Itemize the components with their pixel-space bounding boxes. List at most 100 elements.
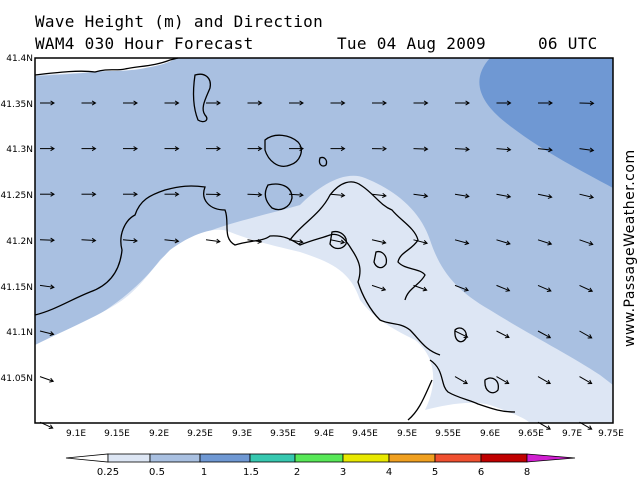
direction-arrow-head [546, 425, 551, 430]
direction-arrow [371, 193, 386, 197]
direction-arrow [454, 330, 468, 338]
colorbar-label: 8 [524, 467, 530, 478]
direction-arrow [579, 376, 592, 384]
lon-label: 9.1E [66, 429, 86, 439]
direction-arrow [288, 193, 304, 196]
lat-label: 41.15N [1, 283, 34, 293]
colorbar-swatch [342, 453, 390, 463]
direction-arrow-head [257, 238, 263, 244]
direction-arrow [39, 330, 54, 335]
direction-arrow-head [506, 193, 512, 199]
direction-arrow [413, 193, 428, 197]
direction-arrow [330, 239, 345, 244]
direction-arrow-head [463, 333, 469, 339]
colorbar-right-arrow [526, 453, 576, 463]
direction-arrow [288, 239, 303, 243]
direction-arrow [579, 421, 592, 430]
lat-axis: 41.4N 41.35N 41.3N 41.25N 41.2N 41.15N 4… [1, 54, 34, 384]
lon-label: 9.4E [314, 429, 334, 439]
direction-arrow [39, 284, 54, 288]
colorbar-swatch [434, 453, 482, 463]
direction-arrow [537, 239, 552, 245]
direction-arrow [413, 284, 427, 291]
colorbar-label: 5 [432, 467, 438, 478]
direction-arrow-head [340, 239, 346, 245]
land-sardinia [35, 229, 530, 423]
direction-arrow-head [50, 146, 55, 152]
direction-arrow [39, 421, 53, 429]
colorbar-swatch [480, 453, 528, 463]
watermark: www.PassageWeather.com [622, 149, 638, 347]
direction-arrow-head [216, 238, 221, 244]
lon-label: 9.25E [187, 429, 213, 439]
direction-arrow [496, 330, 510, 338]
colorbar-label: 0.25 [97, 467, 119, 478]
direction-arrow [205, 239, 220, 243]
lon-label: 9.75E [598, 429, 624, 439]
lon-label: 9.35E [270, 429, 296, 439]
direction-arrow-head [463, 379, 468, 385]
direction-arrow-head [587, 425, 593, 430]
direction-arrow-head [381, 239, 387, 245]
direction-arrow-head [504, 333, 510, 339]
colorbar-label: 6 [478, 467, 484, 478]
direction-arrow-head [381, 286, 387, 292]
direction-arrow [454, 239, 469, 245]
direction-arrow-head [174, 146, 180, 152]
direction-arrow-head [133, 191, 138, 197]
direction-arrow-head [382, 100, 387, 106]
colorbar-label: 4 [386, 467, 392, 478]
direction-arrow [537, 284, 552, 292]
direction-arrow-head [91, 191, 97, 197]
lon-label: 9.15E [104, 429, 130, 439]
direction-arrow-head [504, 379, 510, 385]
lat-label: 41.05N [1, 374, 34, 384]
direction-arrow-head [299, 146, 304, 152]
direction-arrow-head [588, 287, 594, 293]
direction-arrow-head [422, 286, 428, 292]
direction-arrow [537, 421, 551, 430]
direction-arrow-head [548, 100, 553, 106]
direction-arrow-head [547, 240, 553, 246]
direction-arrow-head [299, 100, 304, 106]
direction-arrow-head [423, 193, 429, 199]
direction-arrow-head [298, 239, 304, 245]
direction-arrow-head [49, 284, 55, 290]
direction-arrow-head [340, 146, 346, 152]
colorbar: 0.25 0.5 1 1.5 2 3 4 5 6 8 [65, 453, 576, 478]
direction-arrow [579, 148, 594, 151]
colorbar-label: 1 [201, 467, 207, 478]
direction-arrow-head [548, 147, 553, 153]
direction-arrow-head [589, 147, 595, 153]
direction-arrows [39, 100, 595, 430]
direction-arrow-head [257, 100, 263, 106]
direction-arrow-head [216, 191, 221, 197]
direction-arrow-head [505, 287, 511, 292]
direction-arrow-head [423, 240, 429, 245]
direction-arrow-head [91, 237, 97, 243]
direction-arrow [496, 376, 509, 384]
direction-arrow-head [299, 192, 304, 198]
direction-arrow-head [465, 146, 470, 152]
direction-arrow [496, 239, 511, 245]
lat-label: 41.2N [6, 237, 33, 247]
direction-arrow [454, 193, 469, 198]
sea-1-15-region [479, 58, 613, 188]
direction-arrow [537, 376, 551, 384]
lon-label: 9.65E [518, 429, 544, 439]
colorbar-label: 1.5 [243, 467, 259, 478]
direction-arrow-head [174, 191, 180, 197]
direction-arrow [39, 376, 54, 382]
direction-arrow-head [257, 146, 263, 152]
direction-arrow-head [587, 334, 593, 339]
direction-arrow [454, 284, 469, 291]
colorbar-swatch [149, 453, 201, 463]
lon-label: 9.2E [149, 429, 169, 439]
direction-arrow [579, 239, 593, 245]
direction-arrow [496, 193, 511, 198]
colorbar-label: 0.5 [149, 467, 165, 478]
lat-label: 41.3N [6, 145, 33, 155]
lon-axis: 9.1E 9.15E 9.2E 9.25E 9.3E 9.35E 9.4E 9.… [66, 429, 624, 439]
direction-arrow-head [50, 100, 55, 106]
